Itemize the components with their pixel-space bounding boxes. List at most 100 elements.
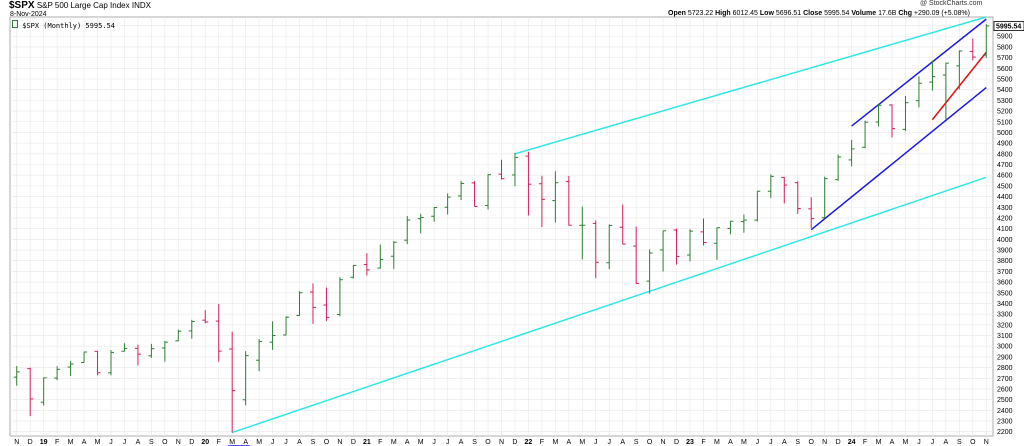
x-tick-label: A xyxy=(782,439,787,446)
x-tick-label: D xyxy=(189,439,194,446)
y-tick-label: 5800 xyxy=(997,44,1013,51)
y-tick-label: 4800 xyxy=(997,151,1013,158)
x-tick-label: N xyxy=(176,439,181,446)
y-tick-label: 4700 xyxy=(997,162,1013,169)
y-tick-label: 3000 xyxy=(997,344,1013,351)
ohlc-bar xyxy=(579,206,586,260)
x-tick-label: 21 xyxy=(363,439,371,446)
y-tick-label: 4100 xyxy=(997,226,1013,233)
ohlc-bar xyxy=(902,95,909,132)
x-tick-label: O xyxy=(808,439,814,446)
ohlc-bar xyxy=(404,216,411,245)
ohlc-bar xyxy=(767,174,774,199)
trendline-blue-upper xyxy=(851,18,987,127)
chg-label: Chg xyxy=(898,10,912,17)
y-tick-label: 2200 xyxy=(997,429,1013,436)
x-tick-label: J xyxy=(284,439,288,446)
ohlc-bar xyxy=(511,152,518,187)
y-tick-label: 5500 xyxy=(997,76,1013,83)
ohlc-bar xyxy=(808,197,815,229)
chart-title: $SPX S&P 500 Large Cap Index INDX xyxy=(9,0,151,11)
volume-value: 17.6B xyxy=(878,10,897,17)
ohlc-bar xyxy=(835,154,842,181)
volume-label: Volume xyxy=(851,10,877,17)
x-tick-label: 22 xyxy=(525,439,533,446)
y-tick-label: 3300 xyxy=(997,312,1013,319)
y-tick-label: 3100 xyxy=(997,333,1013,340)
x-tick-label: D xyxy=(28,439,33,446)
ohlc-bar xyxy=(283,316,290,336)
x-tick-label: M xyxy=(68,439,74,446)
x-tick-label: J xyxy=(594,439,598,446)
ohlc-bar xyxy=(458,180,465,200)
ohlc-bar xyxy=(633,226,640,285)
x-tick-label: S xyxy=(472,439,477,446)
y-tick-label: 5300 xyxy=(997,98,1013,105)
ohlc-bar xyxy=(619,204,626,245)
ohlc-bar xyxy=(269,321,276,350)
ohlc-bar xyxy=(215,304,222,362)
open-value: 5723.22 xyxy=(687,10,714,17)
ohlc-bar xyxy=(552,171,559,223)
ohlc-bar xyxy=(848,139,855,167)
ohlc-bar xyxy=(229,331,236,433)
index-name: S&P 500 Large Cap Index xyxy=(36,1,130,10)
last-price-box xyxy=(993,21,1024,31)
ohlc-bar xyxy=(942,62,949,120)
ohlc-bar xyxy=(377,244,384,269)
ohlc-bar xyxy=(525,151,532,216)
ohlc-bar xyxy=(592,220,599,279)
y-tick-label: 3200 xyxy=(997,322,1013,329)
x-tick-label: A xyxy=(566,439,571,446)
ohlc-bar xyxy=(606,224,613,270)
x-tick-label: J xyxy=(607,439,611,446)
y-tick-label: 2600 xyxy=(997,386,1013,393)
x-tick-label: D xyxy=(512,439,517,446)
x-tick-label: M xyxy=(741,439,747,446)
ohlc-bar xyxy=(296,291,303,316)
trendline-upper-channel xyxy=(514,16,987,155)
x-tick-label: M xyxy=(229,439,235,446)
y-tick-label: 3600 xyxy=(997,280,1013,287)
y-tick-label: 4200 xyxy=(997,215,1013,222)
symbol: $SPX xyxy=(9,0,35,11)
y-tick-label: 3800 xyxy=(997,258,1013,265)
x-tick-label: D xyxy=(836,439,841,446)
x-tick-label: M xyxy=(418,439,424,446)
open-label: Open xyxy=(668,10,686,17)
x-tick-label: F xyxy=(701,439,705,446)
ohlc-bar xyxy=(875,104,882,127)
ohlc-bar xyxy=(538,175,545,228)
x-tick-label: F xyxy=(217,439,221,446)
x-tick-label: 19 xyxy=(40,439,48,446)
ohlc-bar xyxy=(485,174,492,210)
ohlc-bar xyxy=(81,351,88,363)
x-tick-label: J xyxy=(123,439,127,446)
x-tick-label: N xyxy=(14,439,19,446)
ohlc-bar xyxy=(336,277,343,317)
y-tick-label: 5100 xyxy=(997,119,1013,126)
x-tick-label: 24 xyxy=(848,439,856,446)
ohlc-bar xyxy=(713,227,720,260)
x-tick-label: A xyxy=(405,439,410,446)
ohlc-bar xyxy=(929,60,936,91)
y-tick-label: 3400 xyxy=(997,301,1013,308)
close-value: 5995.54 xyxy=(824,10,850,17)
ohlc-bar xyxy=(471,180,478,207)
x-tick-label: A xyxy=(728,439,733,446)
x-tick-label: A xyxy=(297,439,302,446)
ohlc-bar xyxy=(727,220,734,235)
ohlc-bar xyxy=(565,175,572,226)
legend-bar-icon xyxy=(12,20,18,28)
y-tick-label: 5400 xyxy=(997,87,1013,94)
ohlc-bar xyxy=(889,104,896,138)
x-tick-label: M xyxy=(552,439,558,446)
ohlc-bar xyxy=(821,176,828,219)
x-tick-label: N xyxy=(661,439,666,446)
ohlc-bars xyxy=(13,24,990,433)
high-label: High xyxy=(715,10,731,17)
x-tick-label: J xyxy=(271,439,275,446)
ohlc-bar xyxy=(390,241,397,269)
ohlc-bar xyxy=(444,193,451,215)
